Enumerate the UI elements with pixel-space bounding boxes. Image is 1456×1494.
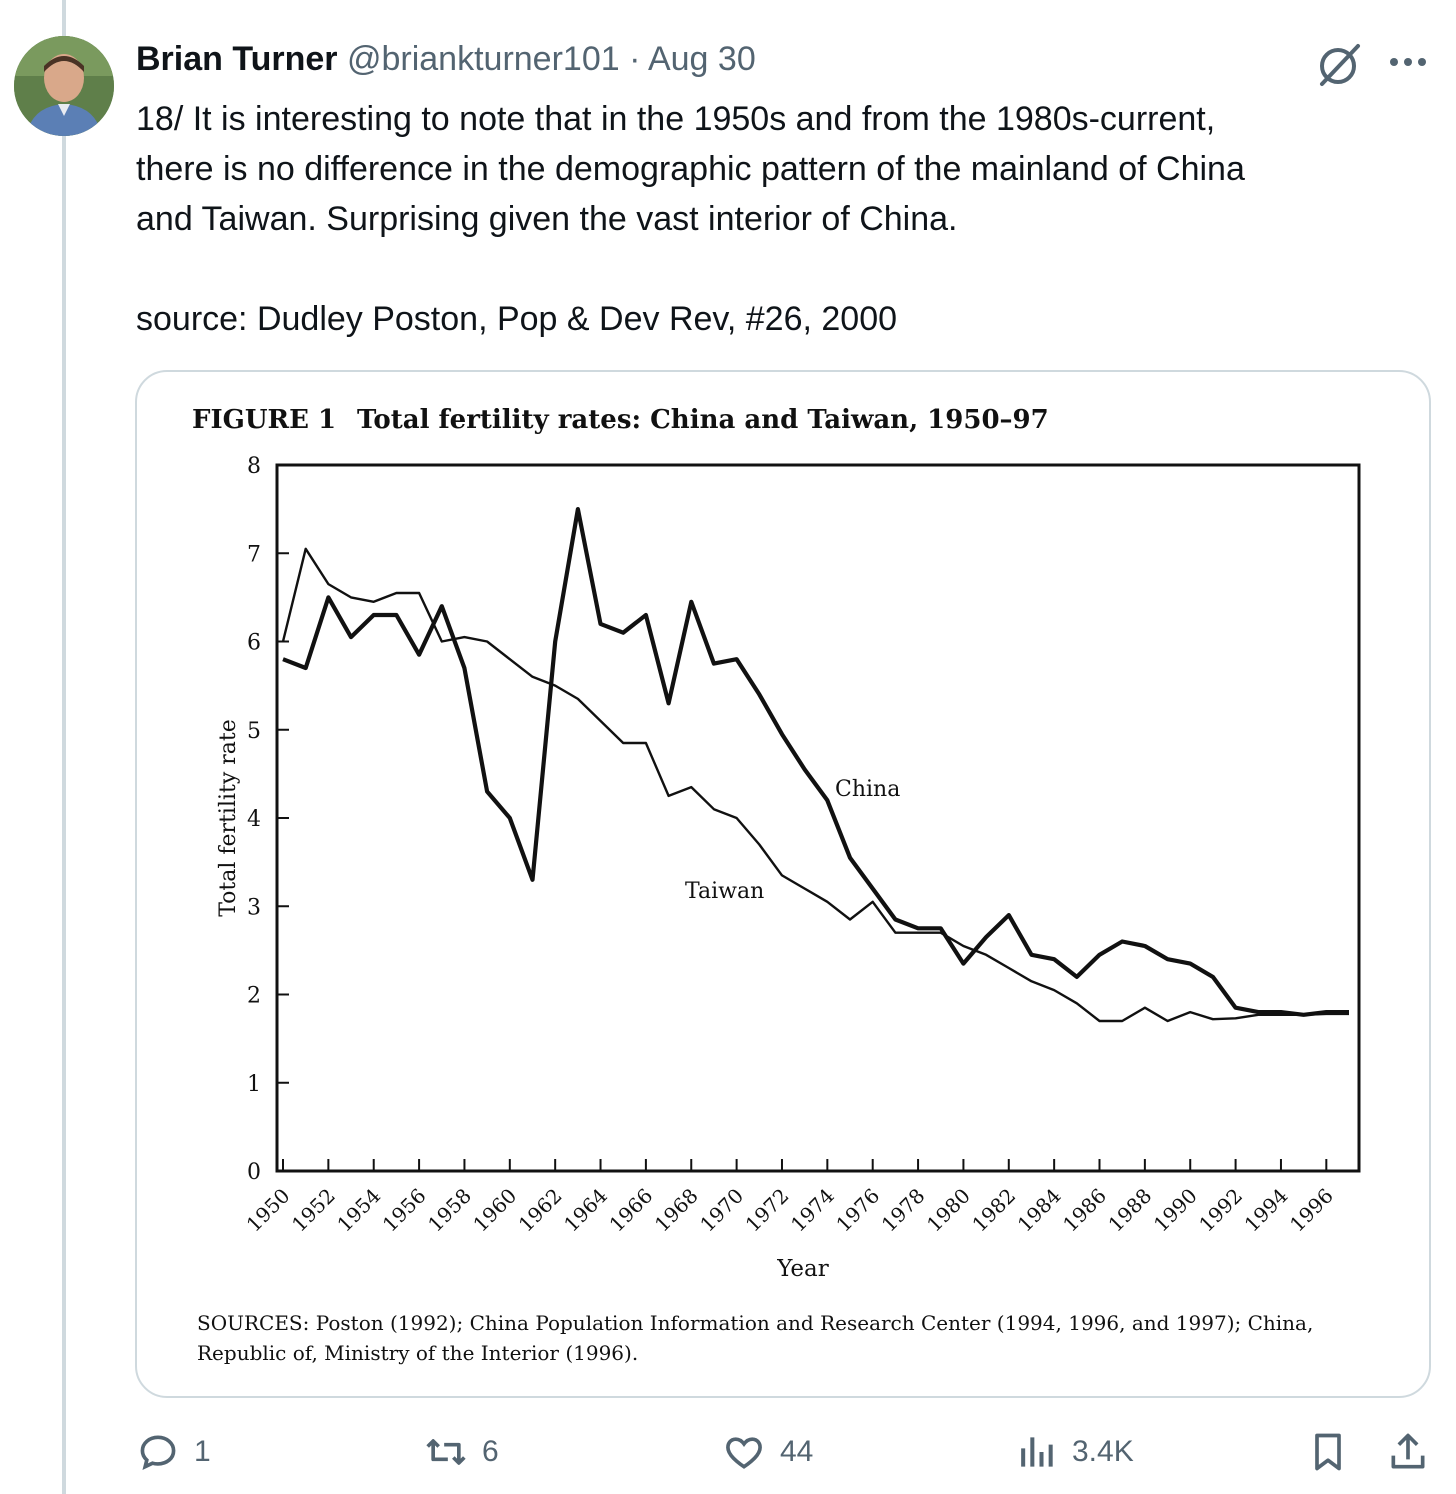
reply-button[interactable]: 1 [136, 1430, 211, 1474]
retweet-icon [426, 1439, 466, 1465]
x-tick-label: 1992 [1194, 1184, 1247, 1237]
tweet-text: 18/ It is interesting to note that in th… [136, 100, 1245, 338]
y-tick-label: 6 [247, 631, 261, 656]
x-tick-label: 1978 [877, 1184, 930, 1237]
tweet-header: Brian Turner @briankturner101 · Aug 30 [136, 40, 756, 79]
avatar[interactable] [14, 36, 114, 136]
x-tick-label: 1964 [559, 1184, 612, 1237]
like-button[interactable]: 44 [722, 1430, 813, 1474]
like-icon [726, 1437, 762, 1469]
x-tick-label: 1990 [1149, 1184, 1202, 1237]
thread-line [62, 0, 66, 1494]
y-tick-label: 2 [247, 984, 261, 1009]
x-axis-label: Year [776, 1256, 829, 1282]
x-tick-label: 1974 [786, 1184, 839, 1237]
handle-and-date[interactable]: @briankturner101 · Aug 30 [346, 40, 756, 78]
share-icon [1391, 1433, 1425, 1469]
x-tick-label: 1996 [1285, 1184, 1338, 1237]
views-button[interactable]: 3.4K [1014, 1430, 1134, 1474]
y-tick-label: 7 [247, 542, 261, 567]
x-tick-label: 1954 [332, 1184, 385, 1237]
sources-line-2: Republic of, Ministry of the Interior (1… [197, 1341, 638, 1365]
x-tick-label: 1960 [468, 1184, 521, 1237]
reply-count: 1 [194, 1435, 211, 1468]
y-axis: 0 1 2 3 4 5 6 7 8 [247, 454, 289, 1185]
retweet-count: 6 [482, 1435, 499, 1468]
y-tick-label: 4 [247, 807, 261, 832]
series-line-taiwan [281, 547, 1349, 1023]
views-icon [1021, 1437, 1053, 1467]
x-tick-label: 1984 [1013, 1184, 1066, 1237]
grok-icon[interactable] [1314, 38, 1366, 90]
y-tick-label: 5 [247, 719, 261, 744]
china-annotation: China [835, 777, 900, 802]
y-axis-label: Total fertility rate [216, 719, 241, 917]
x-tick-label: 1958 [423, 1184, 476, 1237]
x-tick-label: 1982 [967, 1184, 1020, 1237]
sources-line-1: SOURCES: Poston (1992); China Population… [197, 1311, 1313, 1335]
figure-label: FIGURE 1 [192, 405, 336, 435]
x-tick-label: 1988 [1103, 1184, 1156, 1237]
plot-frame [275, 463, 1361, 1173]
figure-title: Total fertility rates: China and Taiwan,… [357, 405, 1049, 435]
x-tick-label: 1966 [604, 1184, 657, 1237]
author-name[interactable]: Brian Turner [136, 40, 338, 78]
action-bar: 1 6 44 3.4K [0, 1420, 1456, 1490]
x-tick-label: 1972 [741, 1184, 794, 1237]
retweet-button[interactable]: 6 [424, 1430, 499, 1474]
share-button[interactable] [1386, 1430, 1444, 1474]
tweet-media-figure[interactable]: FIGURE 1 Total fertility rates: China an… [135, 370, 1431, 1398]
series-group [281, 507, 1349, 1023]
x-tick-label: 1968 [650, 1184, 703, 1237]
y-tick-label: 3 [247, 895, 261, 920]
x-tick-label: 1956 [378, 1184, 431, 1237]
y-tick-label: 1 [247, 1072, 261, 1097]
x-tick-label: 1952 [287, 1184, 340, 1237]
series-line-china [282, 507, 1349, 1017]
x-tick-label: 1980 [922, 1184, 975, 1237]
y-tick-label: 8 [247, 454, 261, 479]
x-tick-label: 1962 [514, 1184, 567, 1237]
more-icon[interactable] [1384, 40, 1434, 80]
x-tick-label: 1994 [1240, 1184, 1293, 1237]
x-tick-label: 1976 [831, 1184, 884, 1237]
x-tick-label: 1986 [1058, 1184, 1111, 1237]
view-count: 3.4K [1072, 1435, 1134, 1468]
like-count: 44 [780, 1435, 814, 1468]
y-tick-label: 0 [247, 1160, 261, 1185]
taiwan-annotation: Taiwan [685, 879, 764, 904]
x-tick-label: 1950 [242, 1184, 295, 1237]
fertility-chart: FIGURE 1 Total fertility rates: China an… [192, 405, 1361, 1365]
x-tick-label: 1970 [695, 1184, 748, 1237]
bookmark-button[interactable] [1306, 1430, 1364, 1474]
bookmark-icon [1315, 1433, 1341, 1471]
reply-icon [140, 1435, 176, 1470]
